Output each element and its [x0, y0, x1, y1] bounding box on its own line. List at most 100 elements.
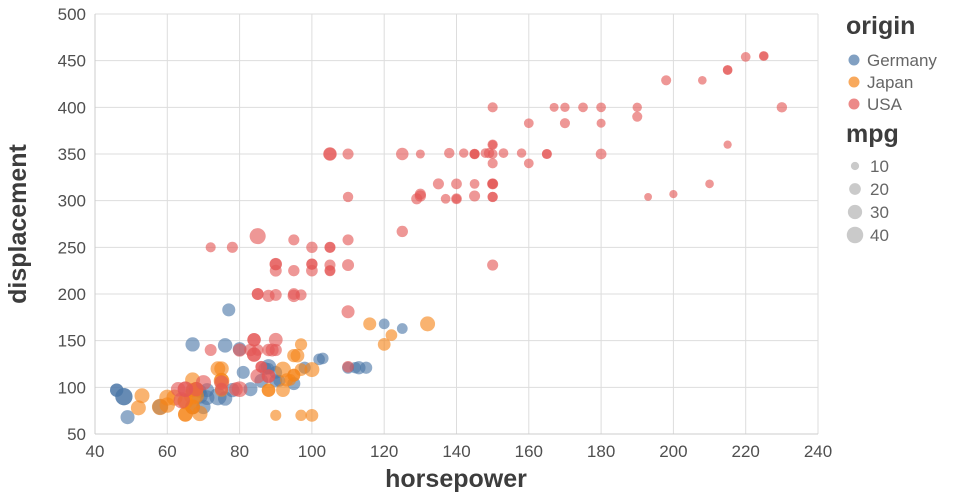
data-point-usa [669, 190, 678, 199]
y-tick-label: 300 [58, 192, 86, 211]
legend-label-germany: Germany [867, 51, 937, 70]
data-point-usa [204, 344, 217, 356]
data-point-usa [487, 139, 498, 150]
data-point-germany [185, 337, 200, 352]
x-tick-label: 180 [587, 442, 615, 461]
legend-label-japan: Japan [867, 73, 913, 92]
y-tick-label: 250 [58, 238, 86, 257]
data-point-usa [323, 147, 337, 161]
data-point-usa [578, 102, 588, 113]
data-point-usa [444, 147, 455, 159]
data-point-japan [385, 329, 398, 341]
data-point-japan [287, 348, 301, 363]
y-tick-label: 450 [58, 52, 86, 71]
data-point-usa [262, 289, 275, 302]
y-axis-title: displacement [4, 143, 32, 303]
data-point-usa [487, 102, 498, 113]
data-point-japan [210, 361, 226, 377]
data-point-usa [723, 140, 732, 149]
data-point-usa [469, 190, 481, 202]
data-point-usa [247, 333, 261, 347]
data-point-usa [459, 148, 469, 158]
y-tick-label: 150 [58, 332, 86, 351]
x-tick-label: 60 [158, 442, 177, 461]
data-point-japan [420, 316, 436, 332]
legend-mpg-entries: 10 20 30 40 [846, 157, 889, 245]
data-point-usa [705, 179, 714, 189]
data-point-japan [363, 317, 377, 331]
data-point-usa [249, 228, 266, 245]
data-point-usa [250, 368, 265, 384]
data-point-usa [246, 347, 262, 362]
x-tick-label: 200 [659, 442, 687, 461]
data-point-usa [697, 75, 707, 85]
legend-swatch-germany [848, 54, 860, 66]
data-point-usa [324, 259, 336, 271]
data-point-usa [498, 148, 509, 158]
data-point-usa [722, 65, 733, 75]
y-tick-label: 200 [58, 285, 86, 304]
data-point-japan [134, 388, 150, 404]
data-point-germany [115, 388, 133, 406]
data-point-usa [487, 259, 499, 271]
data-point-usa [306, 241, 318, 254]
data-point-usa [523, 158, 534, 169]
legend-size-swatch-30 [847, 204, 863, 220]
x-tick-label: 80 [230, 442, 249, 461]
data-point-usa [306, 258, 318, 270]
legend-swatch-japan [848, 76, 860, 88]
data-point-usa [596, 102, 606, 113]
data-point-usa [226, 241, 238, 253]
data-point-usa [596, 118, 606, 128]
data-point-usa [173, 392, 190, 409]
data-point-usa [661, 75, 672, 86]
data-point-usa [205, 242, 216, 253]
data-point-germany [316, 352, 329, 365]
data-point-usa [324, 241, 336, 253]
data-point-japan [294, 338, 308, 351]
y-tick-label: 350 [58, 145, 86, 164]
data-point-usa [396, 225, 408, 238]
data-point-japan [261, 383, 276, 397]
data-point-usa [415, 149, 425, 159]
data-point-usa [342, 234, 354, 246]
legend-label-usa: USA [867, 95, 903, 114]
data-point-japan [295, 409, 307, 422]
data-point-usa [288, 264, 300, 277]
data-point-usa [487, 158, 498, 169]
y-tick-label: 500 [58, 5, 86, 24]
data-point-usa [342, 360, 354, 373]
legend-size-swatch-20 [849, 183, 861, 195]
legend-origin-entries: Germany Japan USA [848, 51, 937, 114]
data-point-usa [644, 193, 653, 201]
x-tick-label: 240 [804, 442, 832, 461]
data-point-usa [487, 191, 498, 202]
data-point-germany [236, 365, 250, 379]
data-point-usa [396, 147, 409, 161]
legend-size-label-10: 10 [870, 157, 889, 176]
data-point-usa [251, 288, 264, 300]
x-tick-label: 220 [732, 442, 760, 461]
data-point-usa [759, 51, 769, 61]
data-point-japan [284, 374, 297, 386]
data-point-germany [217, 338, 233, 353]
data-point-japan [270, 409, 282, 421]
legend-origin-title: origin [846, 12, 915, 40]
x-tick-label: 120 [370, 442, 398, 461]
data-point-usa [632, 102, 642, 113]
legend-swatch-usa [848, 98, 860, 110]
data-point-usa [269, 258, 282, 271]
data-point-usa [632, 111, 643, 122]
data-point-usa [776, 102, 788, 113]
legend-size-label-20: 20 [870, 180, 889, 199]
legend-size-label-30: 30 [870, 203, 889, 222]
legend-mpg-title: mpg [846, 120, 899, 148]
data-point-usa [740, 52, 751, 62]
y-tick-label: 50 [67, 425, 86, 444]
y-tick-label: 100 [58, 378, 86, 397]
data-point-germany [243, 382, 258, 397]
data-point-usa [341, 305, 355, 319]
data-point-japan [377, 338, 391, 351]
data-point-usa [265, 343, 279, 357]
